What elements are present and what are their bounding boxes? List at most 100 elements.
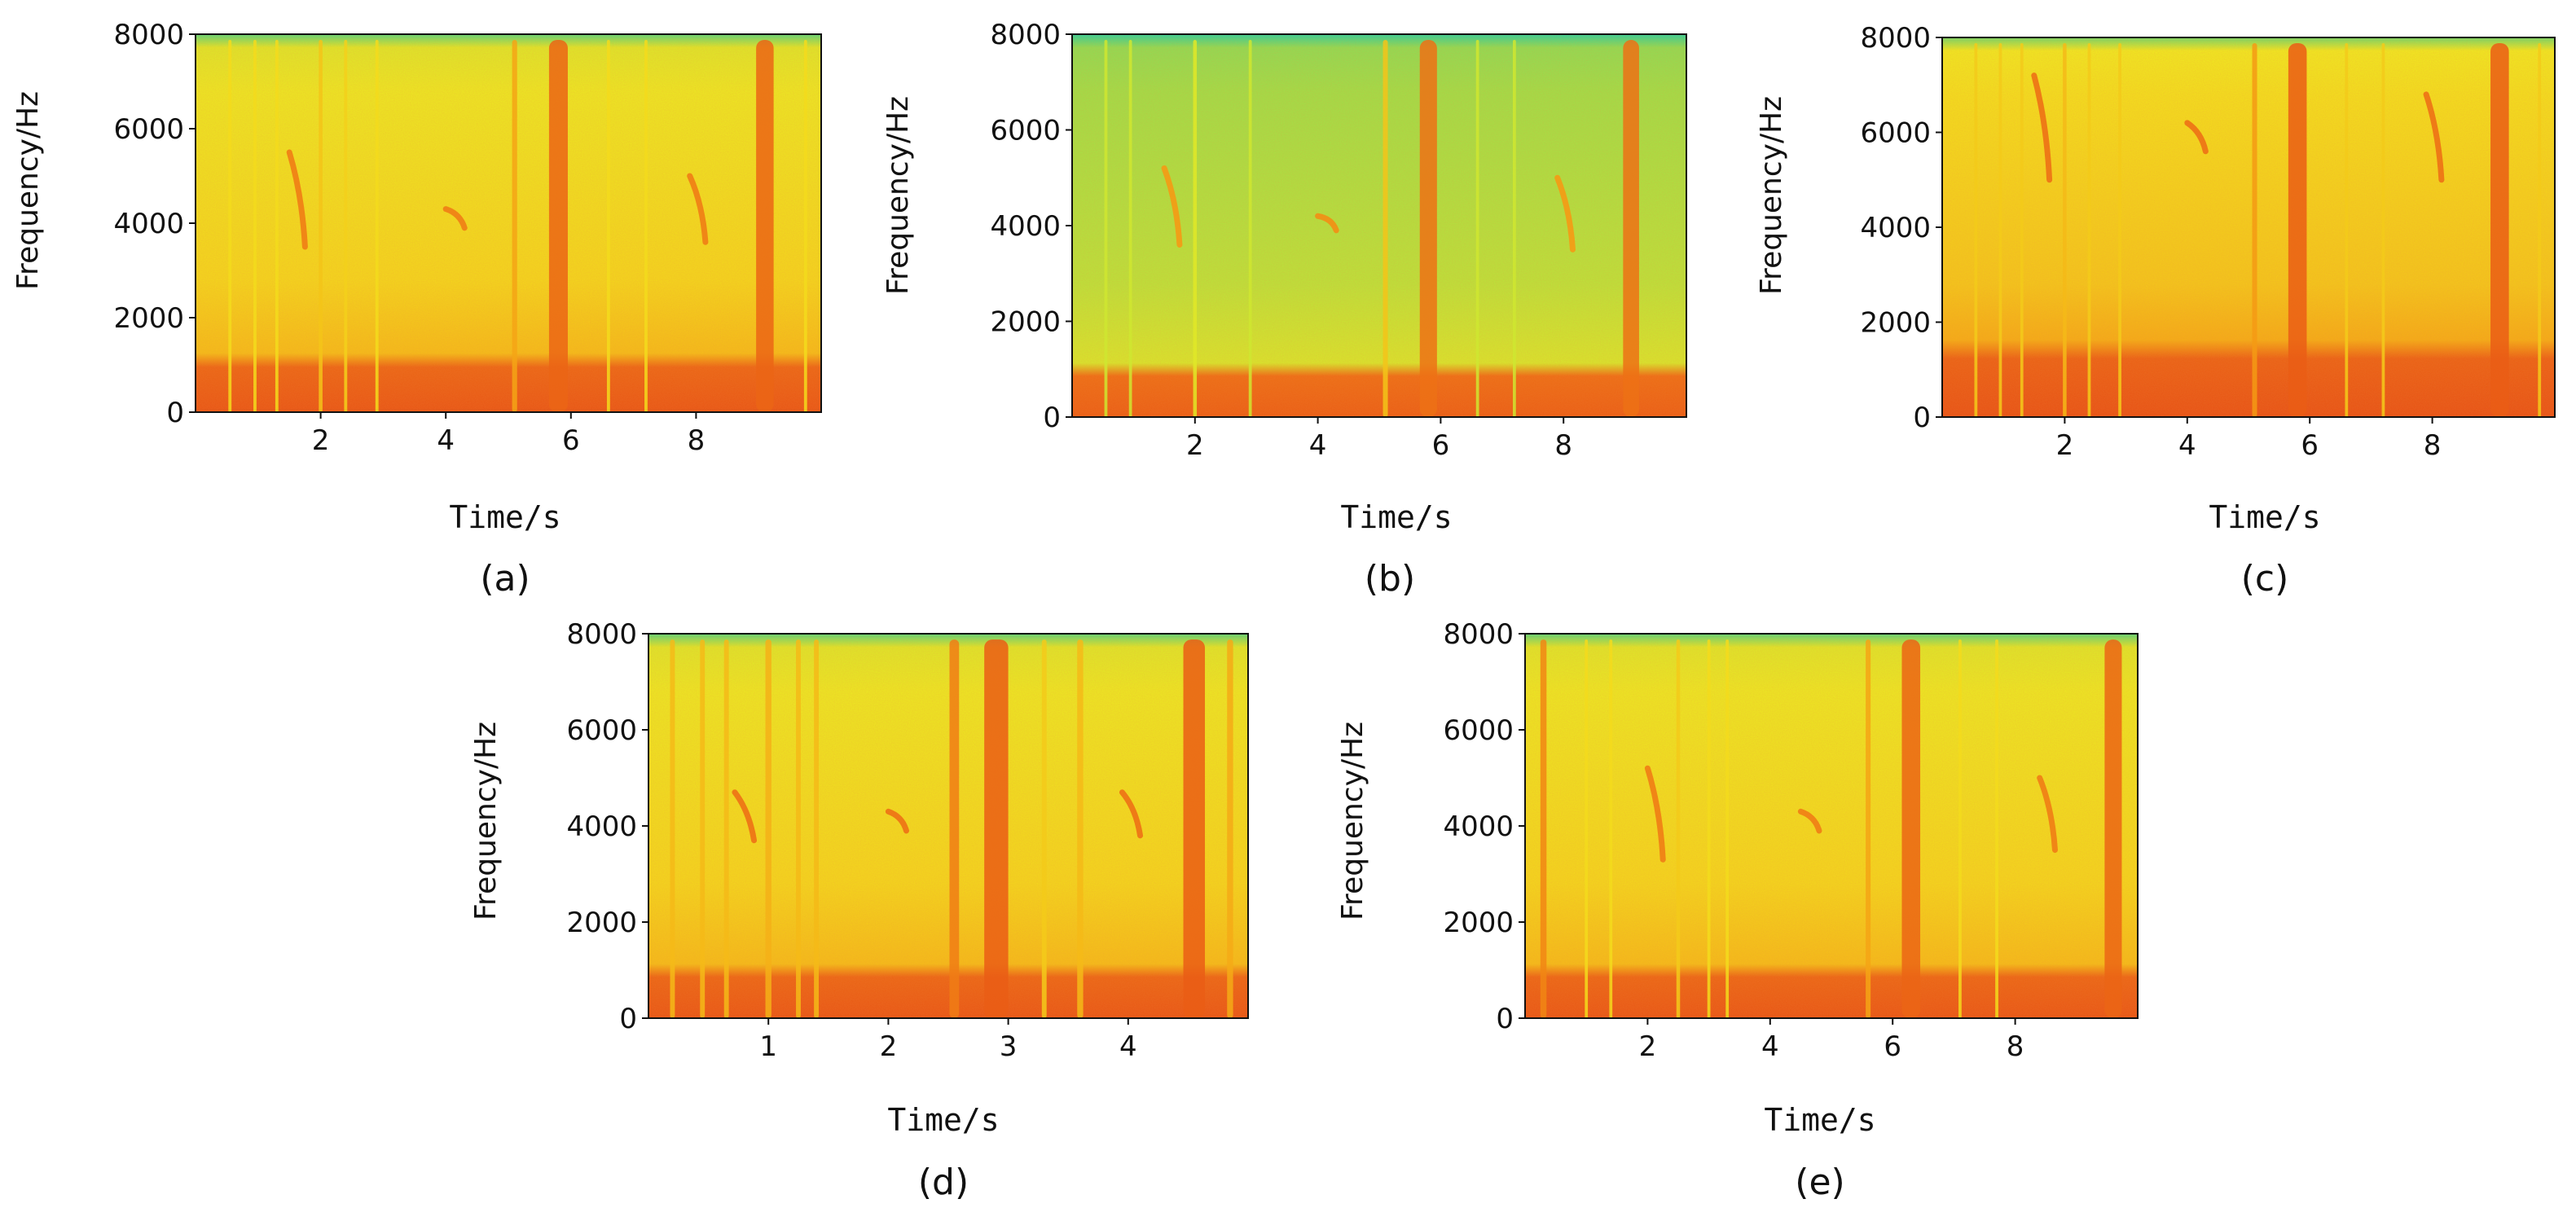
panel-c-xtick-label-2: 2 [2056, 429, 2074, 462]
panel-b-chirp-3 [1554, 174, 1576, 253]
panel-c-ytick-label-2000: 2000 [1860, 307, 1931, 340]
panel-c-xtick-label-8: 8 [2424, 429, 2442, 462]
panel-a-caption: (a) [480, 558, 530, 600]
panel-c-xtick-label-4: 4 [2178, 429, 2196, 462]
panel-d-broadband-event-7 [949, 639, 960, 1018]
panel-d-ytick-label-4000: 4000 [566, 810, 637, 843]
panel-b-ylabel: Frequency/Hz [881, 96, 915, 295]
panel-e-caption: (e) [1795, 1162, 1844, 1203]
panel-d-caption: (d) [918, 1162, 969, 1203]
panel-a-chirp-3 [687, 173, 709, 245]
panel-d-xlabel: Time/s [887, 1102, 999, 1138]
panel-c-caption: (c) [2241, 558, 2289, 600]
panel-d-broadband-event-12 [1227, 639, 1233, 1018]
panel-d-spectrogram [648, 634, 1248, 1018]
panel-a-broadband-event-1 [228, 39, 232, 412]
panel-a-xtick-label-6: 6 [562, 424, 580, 457]
panel-d-ytick-label-8000: 8000 [566, 618, 637, 651]
panel-c-chirp-1 [2031, 72, 2053, 183]
panel-d-broadband-event-2 [700, 639, 706, 1018]
panel-e: 0 2000 4000 6000 8000 2 4 6 8 Frequency/Hz Time/… [1336, 618, 2139, 1203]
panel-c-xtick-label-6: 6 [2301, 429, 2319, 462]
panel-a-broadband-event-5 [344, 39, 348, 412]
panel-a-broadband-event-10 [644, 39, 648, 412]
panel-e-chirp-1 [1644, 765, 1666, 863]
panel-b-ytick-label-8000: 8000 [990, 19, 1061, 51]
panel-e-ytick-label-6000: 6000 [1443, 714, 1514, 747]
panel-e-ytick-label-8000: 8000 [1443, 618, 1514, 651]
panel-b-ytick-label-0: 0 [1043, 402, 1061, 434]
panel-d-plot: 0 2000 4000 6000 8000 1 2 3 4 [566, 618, 1249, 1063]
panel-c-ytick-label-4000: 4000 [1860, 212, 1931, 244]
panel-b-broadband-event-3 [1193, 40, 1198, 417]
panel-b-broadband-event-7 [1475, 40, 1479, 417]
panel-a-ytick-label-6000: 6000 [113, 113, 184, 146]
panel-e-ylabel: Frequency/Hz [1336, 722, 1369, 920]
panel-c-broadband-event-11 [2490, 42, 2509, 417]
panel-c-chirp-2 [2184, 120, 2209, 155]
panel-a: 0 2000 4000 6000 8000 2 4 6 8 Frequency/Hz Time/… [11, 19, 822, 600]
panel-c-broadband-event-8 [2288, 42, 2307, 417]
panel-b-plot: 0 2000 4000 6000 8000 2 4 6 8 [990, 19, 1687, 462]
panel-b-ytick-label-2000: 2000 [990, 306, 1061, 339]
panel-d-xtick-label-4: 4 [1119, 1030, 1137, 1063]
panel-b: 0 2000 4000 6000 8000 2 4 6 8 Frequency/Hz Time/… [881, 19, 1687, 600]
panel-e-broadband-event-2 [1585, 639, 1589, 1018]
panel-e-xtick-label-4: 4 [1761, 1030, 1779, 1063]
panel-b-xlabel: Time/s [1340, 499, 1452, 535]
panel-d-xtick-label-2: 2 [880, 1030, 898, 1063]
panel-e-broadband-event-8 [1901, 639, 1921, 1018]
panel-d-broadband-event-4 [765, 639, 771, 1018]
panel-c-broadband-event-5 [2087, 42, 2091, 417]
panel-a-chirp-1 [286, 149, 308, 250]
panel-a-broadband-event-6 [375, 39, 379, 412]
panel-c-broadband-event-1 [1974, 42, 1978, 417]
panel-b-chirp-1 [1161, 165, 1183, 248]
panel-a-broadband-event-2 [253, 39, 257, 412]
panel-c-chirp-3 [2423, 91, 2445, 183]
panel-e-broadband-event-3 [1609, 639, 1613, 1018]
panel-d-broadband-event-11 [1183, 639, 1206, 1018]
panel-e-xtick-label-8: 8 [2007, 1030, 2024, 1063]
panel-b-caption: (b) [1365, 558, 1415, 600]
panel-c-ytick-label-0: 0 [1913, 402, 1931, 434]
panel-e-plot: 0 2000 4000 6000 8000 2 4 6 8 [1443, 618, 2139, 1063]
panel-c-broadband-event-2 [1998, 42, 2002, 417]
panel-a-ytick-label-0: 0 [166, 397, 184, 429]
panel-d-ytick-label-2000: 2000 [566, 907, 637, 939]
panel-a-broadband-event-11 [756, 39, 774, 412]
panel-e-broadband-event-6 [1725, 639, 1730, 1018]
panel-b-broadband-event-8 [1512, 40, 1516, 417]
panel-c-ytick-label-8000: 8000 [1860, 22, 1931, 55]
panel-a-ytick-label-2000: 2000 [113, 302, 184, 335]
panel-c-plot: 0 2000 4000 6000 8000 2 4 6 8 [1860, 22, 2556, 462]
panel-d-xtick-label-3: 3 [1000, 1030, 1018, 1063]
panel-a-xlabel: Time/s [449, 499, 560, 535]
panel-c-xlabel: Time/s [2209, 499, 2320, 535]
panel-a-broadband-event-3 [275, 39, 279, 412]
panel-e-broadband-event-5 [1707, 639, 1711, 1018]
panel-d-chirp-2 [885, 808, 909, 834]
panel-a-plot: 0 2000 4000 6000 8000 2 4 6 8 [113, 19, 822, 457]
panel-b-xtick-label-4: 4 [1309, 429, 1327, 462]
panel-b-xtick-label-6: 6 [1432, 429, 1450, 462]
panel-d-broadband-event-6 [814, 639, 820, 1018]
panel-b-xtick-label-8: 8 [1554, 429, 1572, 462]
panel-a-ytick-label-4000: 4000 [113, 208, 184, 240]
panel-e-ytick-label-0: 0 [1496, 1003, 1514, 1035]
panel-e-chirp-2 [1797, 808, 1822, 834]
panel-e-broadband-event-11 [2104, 639, 2122, 1018]
panel-a-spectrogram [196, 34, 821, 412]
panel-b-broadband-event-2 [1128, 40, 1132, 417]
panel-d-ylabel: Frequency/Hz [469, 722, 503, 920]
panel-d-broadband-event-9 [1041, 639, 1047, 1018]
panel-a-spectrogram-noise [196, 34, 821, 412]
panel-d-chirp-3 [1119, 789, 1144, 839]
panel-c-broadband-event-6 [2118, 42, 2121, 417]
panel-e-broadband-event-7 [1866, 639, 1871, 1018]
panel-e-broadband-event-10 [1995, 639, 1998, 1018]
panel-a-broadband-event-7 [512, 39, 517, 412]
panel-e-xtick-label-2: 2 [1639, 1030, 1657, 1063]
panel-e-chirp-3 [2037, 775, 2058, 853]
panel-a-chirp-2 [442, 206, 468, 231]
